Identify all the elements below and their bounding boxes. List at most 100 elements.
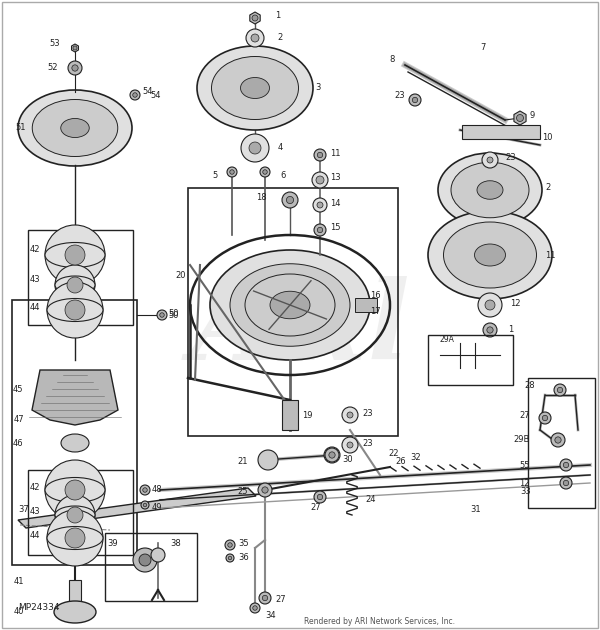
Text: 35: 35 — [238, 539, 248, 547]
Circle shape — [139, 554, 151, 566]
Text: 54: 54 — [142, 88, 152, 96]
Text: 33: 33 — [520, 488, 531, 496]
Text: 55: 55 — [520, 461, 530, 469]
Circle shape — [160, 312, 164, 318]
Circle shape — [317, 202, 323, 208]
Text: 52: 52 — [47, 64, 58, 72]
Circle shape — [314, 149, 326, 161]
Text: 53: 53 — [49, 40, 60, 49]
Circle shape — [55, 495, 95, 535]
Circle shape — [45, 225, 105, 285]
Circle shape — [485, 300, 495, 310]
Ellipse shape — [443, 222, 536, 288]
Circle shape — [262, 487, 268, 493]
Bar — [188, 188, 398, 436]
Bar — [105, 533, 197, 601]
Text: ARl: ARl — [190, 276, 410, 384]
Circle shape — [325, 448, 339, 462]
Text: 41: 41 — [14, 578, 25, 587]
Bar — [282, 400, 298, 430]
Circle shape — [73, 46, 77, 50]
Polygon shape — [18, 488, 256, 528]
Text: 27: 27 — [310, 503, 320, 512]
Text: 54: 54 — [150, 91, 161, 100]
Text: 23: 23 — [394, 91, 405, 100]
Text: 51: 51 — [15, 123, 25, 132]
Text: 39: 39 — [107, 539, 118, 547]
Text: 23: 23 — [362, 438, 373, 447]
Ellipse shape — [438, 153, 542, 227]
Circle shape — [286, 197, 293, 203]
Circle shape — [347, 412, 353, 418]
Circle shape — [258, 450, 278, 470]
Ellipse shape — [45, 478, 105, 503]
Polygon shape — [514, 111, 526, 125]
Text: 46: 46 — [13, 438, 23, 447]
Text: 4: 4 — [278, 144, 283, 152]
Circle shape — [258, 483, 272, 497]
Circle shape — [324, 447, 340, 463]
Ellipse shape — [32, 100, 118, 156]
Ellipse shape — [210, 250, 370, 360]
Circle shape — [226, 554, 234, 562]
Circle shape — [487, 157, 493, 163]
Circle shape — [316, 176, 324, 184]
Bar — [428, 335, 513, 385]
Ellipse shape — [197, 46, 313, 130]
Circle shape — [252, 15, 258, 21]
Polygon shape — [250, 12, 260, 24]
Bar — [12, 300, 137, 565]
Ellipse shape — [54, 601, 96, 623]
Circle shape — [68, 61, 82, 75]
Circle shape — [45, 460, 105, 520]
Text: 12: 12 — [510, 299, 521, 307]
Circle shape — [67, 507, 83, 523]
Circle shape — [47, 282, 103, 338]
Text: 27: 27 — [520, 411, 530, 420]
Text: 42: 42 — [30, 246, 41, 255]
Text: 6: 6 — [280, 171, 286, 180]
Circle shape — [55, 265, 95, 305]
Text: 25: 25 — [238, 488, 248, 496]
Text: 11: 11 — [545, 251, 556, 260]
Text: 13: 13 — [330, 173, 341, 183]
Circle shape — [140, 485, 150, 495]
Circle shape — [130, 90, 140, 100]
Circle shape — [347, 442, 353, 448]
Text: 31: 31 — [470, 505, 481, 515]
Text: 29B: 29B — [514, 435, 530, 445]
Ellipse shape — [61, 118, 89, 137]
Text: 21: 21 — [238, 457, 248, 466]
Circle shape — [560, 477, 572, 489]
Ellipse shape — [55, 276, 95, 294]
Text: 20: 20 — [176, 270, 186, 280]
Circle shape — [313, 198, 327, 212]
Circle shape — [317, 152, 323, 158]
Circle shape — [560, 459, 572, 471]
Circle shape — [65, 528, 85, 548]
Text: 15: 15 — [330, 224, 341, 232]
Text: 48: 48 — [152, 486, 163, 495]
Ellipse shape — [47, 527, 103, 549]
Bar — [462, 125, 540, 139]
Circle shape — [246, 29, 264, 47]
Text: 19: 19 — [302, 411, 313, 420]
Text: 50: 50 — [168, 311, 179, 319]
Text: 27: 27 — [275, 595, 286, 605]
Circle shape — [314, 491, 326, 503]
Text: 17: 17 — [370, 307, 380, 316]
Polygon shape — [32, 370, 118, 425]
Ellipse shape — [230, 264, 350, 346]
Text: MP24334: MP24334 — [18, 604, 59, 612]
Circle shape — [250, 603, 260, 613]
Text: 23: 23 — [505, 154, 515, 163]
Circle shape — [65, 300, 85, 320]
Text: 26: 26 — [395, 457, 406, 466]
Circle shape — [140, 554, 151, 565]
Circle shape — [554, 384, 566, 396]
Text: 44: 44 — [30, 304, 41, 312]
Ellipse shape — [55, 506, 95, 524]
Text: 34: 34 — [265, 612, 275, 621]
Circle shape — [133, 93, 137, 97]
Ellipse shape — [45, 243, 105, 268]
